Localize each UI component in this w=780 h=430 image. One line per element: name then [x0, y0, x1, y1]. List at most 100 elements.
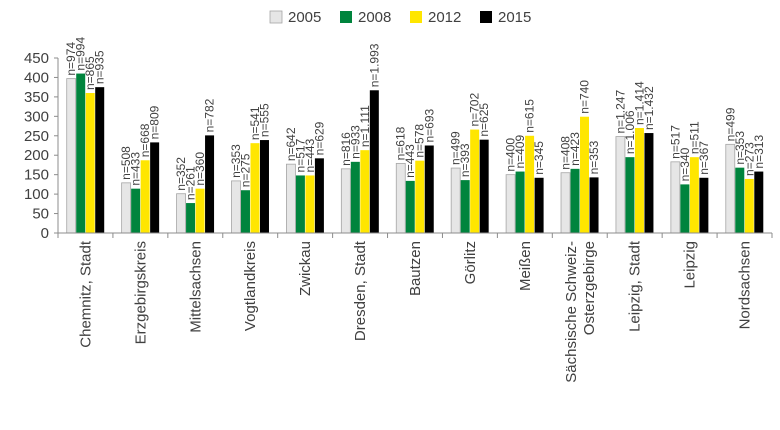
data-label-2005: n=499 — [723, 107, 737, 141]
x-tick-label: Bautzen — [407, 241, 424, 296]
x-tick-label: Sächsische Schweiz- — [563, 241, 580, 383]
data-label-2008: n=1.006 — [623, 110, 637, 154]
x-tick-label: Meißen — [517, 241, 534, 291]
bar-2015 — [205, 135, 215, 233]
bar-2015 — [589, 177, 599, 233]
data-label-2008: n=353 — [733, 131, 747, 165]
bar-2015 — [534, 177, 544, 233]
data-label-2012: n=702 — [468, 93, 482, 127]
bar-2005 — [121, 182, 132, 234]
bar-2015 — [314, 158, 324, 233]
data-label-2008: n=423 — [568, 132, 582, 166]
data-label-2005: n=517 — [668, 125, 682, 159]
data-label-2012: n=273 — [742, 142, 756, 176]
data-label-2005: n=974 — [64, 42, 78, 76]
bar-2015 — [644, 133, 654, 233]
x-tick-label: Leipzig, Stadt — [627, 240, 644, 332]
y-tick-label: 100 — [24, 186, 49, 203]
legend-swatch-2015 — [480, 11, 492, 23]
data-label-2015: n=782 — [203, 98, 217, 132]
data-label-2012: n=615 — [523, 99, 537, 133]
bar-2005 — [560, 172, 571, 234]
bar-2012 — [525, 135, 535, 233]
bar-2012 — [689, 157, 699, 233]
x-tick-label: Osterzgebirge — [581, 241, 598, 335]
legend-swatch-2005 — [269, 10, 283, 24]
data-label-2015: n=625 — [477, 103, 491, 137]
y-tick-label: 350 — [24, 89, 49, 106]
bar-2015 — [259, 140, 269, 233]
y-tick-label: 300 — [24, 108, 49, 125]
bar-2015 — [754, 171, 764, 233]
x-tick-label: Chemnitz, Stadt — [77, 240, 94, 348]
bar-2015 — [699, 177, 709, 233]
data-label-2015: n=555 — [257, 103, 271, 137]
y-axis: 0 50 100 150 200 250 300 350 400 450 — [24, 50, 59, 242]
bar-2012 — [415, 160, 425, 233]
bar-2012 — [360, 150, 370, 233]
bar-2012 — [195, 188, 205, 233]
data-label-2012: n=443 — [303, 138, 317, 172]
bar-2012 — [140, 160, 150, 233]
y-tick-label: 250 — [24, 128, 49, 145]
data-label-2008: n=275 — [238, 153, 252, 187]
data-label-2015: n=1.993 — [367, 43, 381, 87]
bar-2012 — [744, 178, 754, 233]
bar-2015 — [424, 145, 434, 233]
bar-2005 — [340, 168, 351, 234]
bar-2012 — [305, 175, 315, 233]
data-label-2005: n=618 — [394, 126, 408, 160]
data-label-2005: n=400 — [504, 138, 518, 172]
y-tick-label: 150 — [24, 167, 49, 184]
x-tick-label: Zwickau — [297, 241, 314, 296]
x-tick-label: Erzgebirgskreis — [132, 241, 149, 344]
bar-2012 — [580, 116, 590, 233]
bar-2008 — [295, 175, 305, 233]
legend-label-2012: 2012 — [428, 9, 461, 26]
data-label-2015: n=353 — [587, 140, 601, 174]
bar-2008 — [350, 161, 360, 233]
data-label-2005: n=408 — [559, 136, 573, 170]
x-tick-label: Görlitz — [462, 241, 479, 284]
bar-2012 — [85, 93, 95, 233]
data-label-2015: n=367 — [697, 141, 711, 175]
bar-2008 — [131, 188, 141, 233]
legend-swatch-2008 — [340, 11, 352, 23]
data-label-2008: n=340 — [678, 147, 692, 181]
bar-labels: n=974 n=508 n=352 n=353 n=642 n=816 n=618 n=499… — [64, 37, 766, 201]
data-label-2012: n=1.111 — [358, 105, 372, 147]
bar-2008 — [680, 184, 690, 233]
data-label-2012: n=541 — [248, 106, 262, 140]
data-label-2005: n=352 — [174, 157, 188, 191]
data-label-2012: n=360 — [193, 152, 207, 186]
data-label-2012: n=511 — [687, 121, 701, 154]
data-label-2012: n=668 — [138, 123, 152, 157]
data-label-2015: n=935 — [93, 50, 107, 84]
data-label-2008: n=994 — [74, 37, 88, 71]
bar-2005 — [505, 174, 516, 234]
data-label-2015: n=313 — [752, 135, 766, 169]
x-tick-label: Dresden, Stadt — [352, 240, 369, 341]
bar-2008 — [460, 180, 470, 233]
data-label-2008: n=517 — [293, 138, 307, 172]
y-tick-label: 450 — [24, 50, 49, 67]
bar-2008 — [240, 190, 250, 233]
bar-2015 — [150, 142, 160, 233]
bar-2008 — [405, 180, 415, 233]
data-label-2005: n=353 — [229, 144, 243, 178]
legend-label-2015: 2015 — [498, 9, 531, 26]
x-tick-label: Leipzig — [682, 241, 699, 289]
legend-swatch-2012 — [410, 11, 422, 23]
y-tick-label: 50 — [32, 206, 49, 223]
y-tick-label: 0 — [41, 225, 49, 242]
bar-2008 — [625, 157, 635, 233]
data-label-2015: n=345 — [532, 141, 546, 175]
y-tick-label: 400 — [24, 69, 49, 86]
data-label-2008: n=261 — [184, 166, 198, 200]
data-label-2012: n=740 — [578, 80, 592, 114]
data-label-2012: n=1.414 — [632, 81, 646, 125]
data-label-2015: n=809 — [148, 105, 162, 139]
bar-2015 — [95, 87, 105, 234]
data-label-2008: n=933 — [348, 125, 362, 159]
data-label-2015: n=629 — [312, 121, 326, 155]
